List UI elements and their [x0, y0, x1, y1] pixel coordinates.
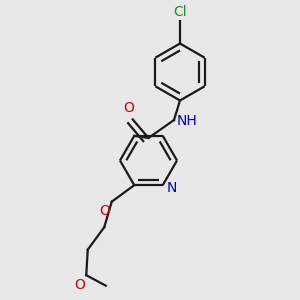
Text: N: N — [166, 181, 177, 195]
Text: NH: NH — [176, 115, 197, 128]
Text: O: O — [124, 101, 134, 115]
Text: O: O — [99, 204, 110, 218]
Text: Cl: Cl — [173, 4, 187, 19]
Text: O: O — [74, 278, 85, 292]
